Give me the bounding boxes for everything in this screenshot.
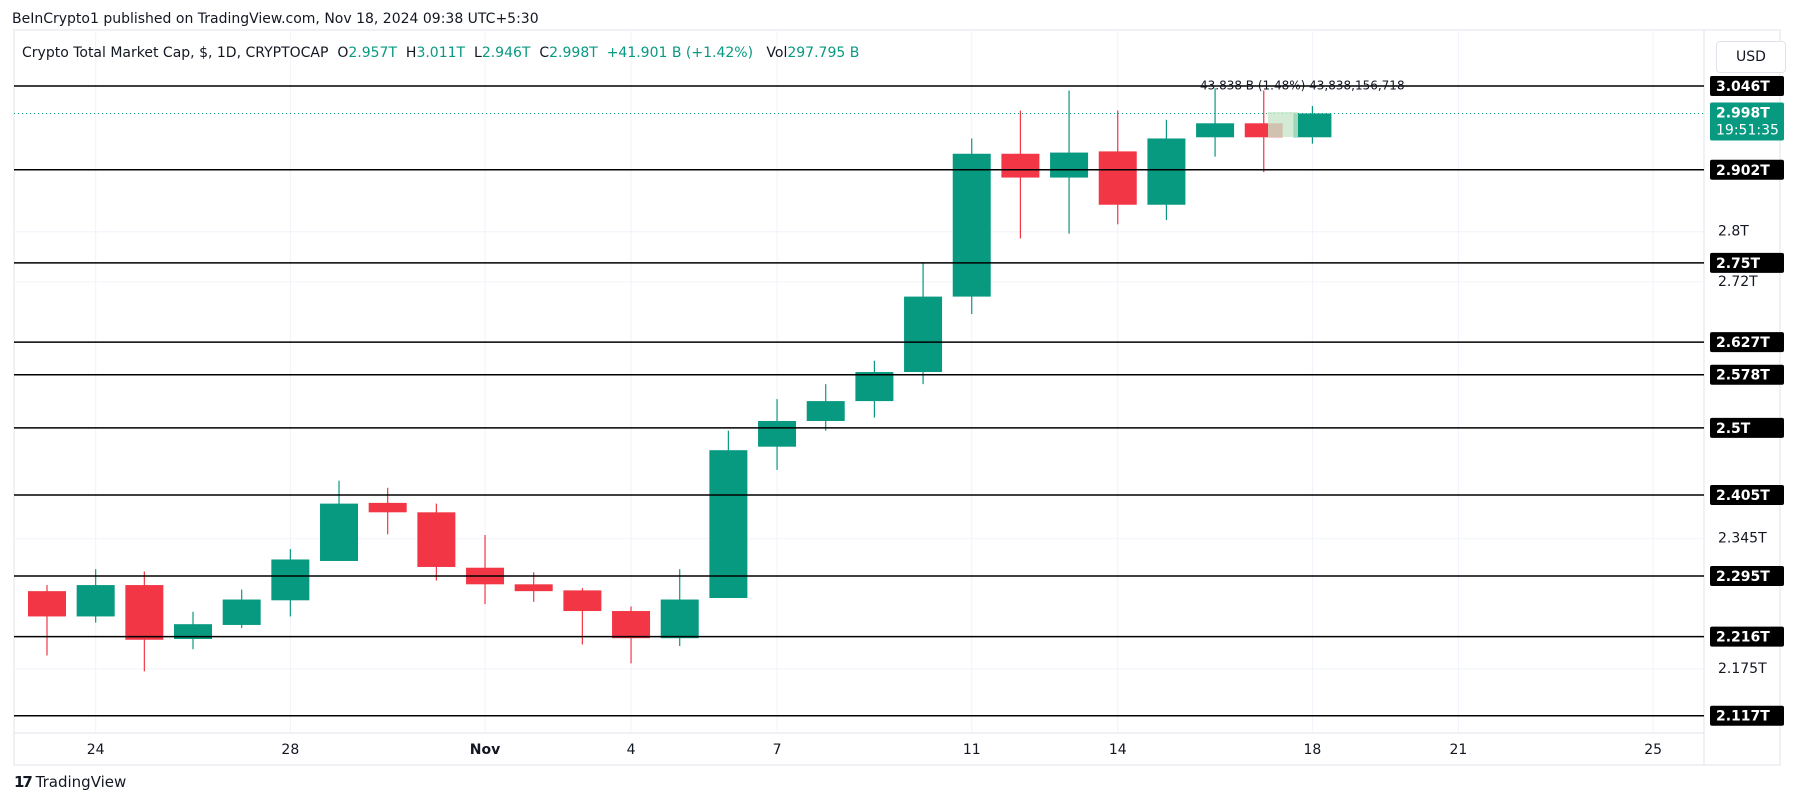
label: H [405, 45, 417, 61]
candle-body [28, 591, 66, 617]
level-label: 3.046T [1716, 79, 1770, 95]
level-tag [1710, 705, 1784, 726]
logo: 17 [14, 773, 33, 791]
candle-body [222, 599, 261, 625]
symbol: Crypto Total Market Cap, $, 1D, CRYPTOCA… [22, 45, 329, 61]
level-label: 2.627T [1716, 335, 1770, 351]
level-tag [1710, 252, 1784, 273]
level-tag [1710, 364, 1784, 385]
candle-body [1050, 152, 1089, 178]
x-tick-label: 21 [1450, 742, 1468, 758]
candle-body [758, 420, 797, 447]
candle-body [368, 502, 407, 513]
candle-body [952, 153, 991, 297]
candle-body [904, 296, 943, 373]
y-tick-label: 2.175T [1718, 661, 1767, 677]
level-label: 2.902T [1716, 163, 1770, 179]
level-tag [1710, 626, 1784, 647]
level-label: 2.578T [1716, 368, 1770, 384]
level-tag [1710, 75, 1784, 96]
level-tag [1710, 332, 1784, 353]
label: C [539, 45, 550, 61]
label: O [337, 45, 349, 61]
last-price-tag [1710, 102, 1784, 141]
countdown: 19:51:35 [1716, 122, 1779, 138]
candle-body [417, 512, 456, 567]
x-tick-label: Nov [470, 742, 500, 758]
x-tick-label: 7 [773, 742, 782, 758]
currency-button[interactable]: USD [1716, 41, 1786, 73]
candle-body [320, 503, 359, 561]
x-tick-label: 24 [87, 742, 105, 758]
value: 297.795 B [787, 45, 860, 61]
candle-body [612, 611, 651, 639]
value: 2.998T [549, 45, 598, 61]
candle-body [806, 401, 845, 421]
candle-body [855, 372, 894, 402]
measure-box [1268, 112, 1298, 137]
y-tick-label: 2.72T [1718, 274, 1758, 290]
level-label: 2.75T [1716, 256, 1761, 272]
brand: 17 TradingView [14, 773, 126, 791]
level-label: 2.295T [1716, 569, 1770, 585]
y-tick-label: 2.345T [1718, 531, 1767, 547]
measure-label: 43.838 B (1.48%) 43,838,156,718 [1200, 79, 1405, 93]
candle-body [76, 585, 115, 617]
label: Vol [766, 45, 788, 61]
candle-body [1196, 123, 1235, 138]
level-tag [1710, 484, 1784, 505]
candle-body [1293, 113, 1332, 138]
label: L [474, 45, 482, 61]
last-price-label: 2.998T [1716, 105, 1770, 121]
candle-body [271, 559, 310, 601]
x-tick-label: 28 [281, 742, 299, 758]
level-label: 2.117T [1716, 709, 1770, 725]
candle-body [660, 599, 699, 639]
candle-body [514, 584, 553, 592]
value: 2.957T [348, 45, 398, 61]
level-label: 2.216T [1716, 630, 1770, 646]
x-tick-label: 25 [1644, 742, 1662, 758]
level-tag [1710, 417, 1784, 438]
value: 2.946T [481, 45, 531, 61]
plot-frame [13, 29, 1781, 766]
x-tick-label: 14 [1109, 742, 1127, 758]
level-tag [1710, 159, 1784, 180]
level-tag [1710, 565, 1784, 586]
brand-name: TradingView [35, 773, 127, 791]
change: +41.901 B (+1.42%) [606, 45, 754, 61]
candle-body [174, 624, 213, 639]
legend: Crypto Total Market Cap, $, 1D, CRYPTOCA… [22, 45, 859, 61]
publish-info: BeInCrypto1 published on TradingView.com… [12, 11, 539, 27]
value: 3.011T [416, 45, 466, 61]
candle-body [125, 585, 164, 640]
y-tick-label: 2.8T [1718, 224, 1749, 240]
x-tick-label: 11 [963, 742, 981, 758]
level-label: 2.5T [1716, 421, 1751, 437]
candle-body [1147, 138, 1186, 205]
candle-body [709, 450, 748, 599]
candle-body [563, 590, 602, 612]
candle-body [1098, 151, 1137, 205]
candle-body [1001, 153, 1040, 178]
x-tick-label: 18 [1304, 742, 1322, 758]
x-tick-label: 4 [627, 742, 636, 758]
level-label: 2.405T [1716, 488, 1770, 504]
